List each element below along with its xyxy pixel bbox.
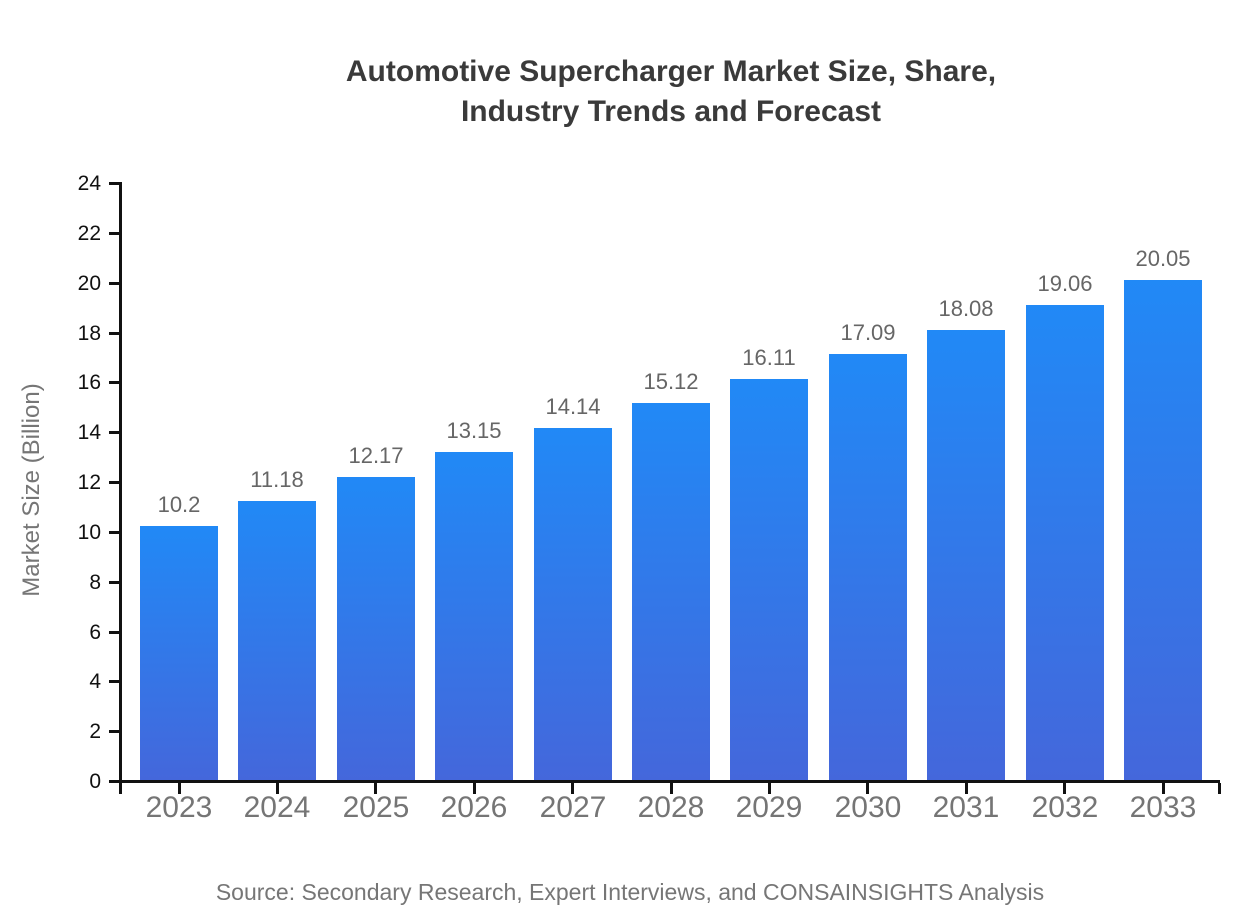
x-axis-line [119,780,1220,783]
y-tick-label: 10 [77,521,101,544]
bar [730,378,808,780]
bar-value-label: 13.15 [446,418,502,443]
x-axis-end-tick [119,783,122,794]
y-tick [109,481,119,484]
y-tick-label: 14 [77,421,101,444]
y-tick-label: 2 [89,720,101,743]
chart-title-line1: Automotive Supercharger Market Size, Sha… [345,55,997,88]
y-tick-label: 24 [77,172,101,195]
y-tick-label: 18 [77,322,101,345]
x-tick [473,783,476,794]
y-tick-label: 20 [77,272,101,295]
x-tick-label: 2025 [342,791,410,824]
y-tick [109,730,119,733]
y-tick [109,680,119,683]
chart-title-line2: Industry Trends and Forecast [460,95,882,128]
bar-value-label: 15.12 [643,369,699,394]
bar [140,525,218,780]
y-tick [109,381,119,384]
x-tick-label: 2024 [243,791,311,824]
bar-value-label: 12.17 [348,443,404,468]
x-tick-label: 2030 [834,791,902,824]
bar [927,329,1005,780]
x-tick [965,783,968,794]
x-tick [374,783,377,794]
y-tick [109,631,119,634]
y-tick [109,182,119,185]
x-tick [276,783,279,794]
x-tick-label: 2027 [539,791,607,824]
bar [1124,280,1202,780]
y-tick-label: 12 [77,471,101,494]
bar [238,501,316,780]
x-tick [178,783,181,794]
y-tick-label: 6 [89,621,101,644]
y-tick-label: 0 [89,770,101,793]
x-tick [1063,783,1066,794]
x-tick [768,783,771,794]
bar [534,427,612,780]
x-tick-label: 2033 [1129,791,1197,824]
y-tick [109,332,119,335]
y-tick-label: 16 [77,371,101,394]
bar-value-label: 10.2 [157,492,201,517]
x-tick-label: 2032 [1031,791,1099,824]
x-axis-end-tick [1218,783,1221,794]
y-tick [109,780,119,783]
x-tick [1162,783,1165,794]
bar [337,476,415,780]
y-tick [109,581,119,584]
bar-value-label: 17.09 [840,320,896,345]
y-tick [109,282,119,285]
bar [1026,305,1104,780]
bar-value-label: 18.08 [938,296,994,321]
bar-value-label: 16.11 [742,345,796,370]
chart-title: Automotive Supercharger Market Size, Sha… [122,52,1220,132]
y-tick-label: 4 [89,670,101,693]
x-tick-label: 2029 [735,791,803,824]
source-note: Source: Secondary Research, Expert Inter… [215,879,1045,905]
bar [829,354,907,780]
y-axis-line [119,182,122,783]
bar-value-label: 20.05 [1135,246,1191,271]
x-tick [670,783,673,794]
y-tick [109,531,119,534]
y-tick-label: 22 [77,222,101,245]
bar-value-label: 14.14 [545,394,601,419]
x-tick-label: 2028 [637,791,705,824]
x-tick-label: 2031 [932,791,1000,824]
x-tick [866,783,869,794]
bar [632,403,710,780]
x-tick [571,783,574,794]
bar-value-label: 11.18 [250,467,304,492]
x-tick-label: 2023 [145,791,213,824]
y-tick [109,431,119,434]
bar-value-label: 19.06 [1037,271,1093,296]
y-tick-label: 8 [89,571,101,594]
y-tick [109,232,119,235]
x-tick-label: 2026 [440,791,508,824]
bar [435,452,513,780]
